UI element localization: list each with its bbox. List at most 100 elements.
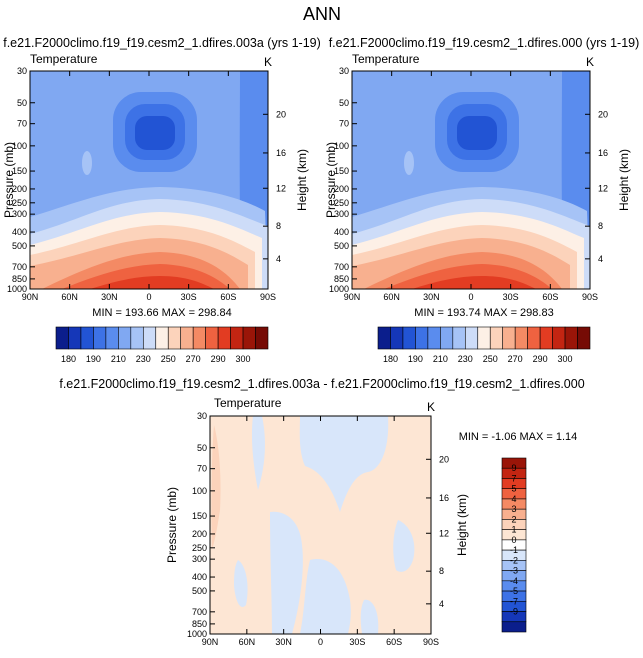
y-tick-label: 200 <box>334 184 349 194</box>
y-tick-label: 700 <box>192 607 207 617</box>
y-tick-label: 30 <box>339 66 349 76</box>
x-tick-label: 30S <box>349 637 365 647</box>
colorbar-swatch <box>105 326 119 350</box>
y-tick-label: 400 <box>192 572 207 582</box>
colorbar-label: 300 <box>236 354 251 364</box>
colorbar-label: 190 <box>408 354 423 364</box>
colorbar-swatch <box>427 326 441 350</box>
y-tick-label: 250 <box>334 198 349 208</box>
x-tick-label: 90N <box>344 292 361 302</box>
colorbar-label: -9 <box>510 607 518 617</box>
x-tick-label: 90N <box>202 637 219 647</box>
colorbar-label: 0 <box>511 535 516 545</box>
panel-top-left: f.e21.F2000climo.f19_f19.cesm2_1.dfires.… <box>2 36 321 364</box>
colorbar-label: -3 <box>510 566 518 576</box>
y-tick-label: 150 <box>192 511 207 521</box>
figure-title: ANN <box>303 4 341 24</box>
colorbar-label: 5 <box>511 484 516 494</box>
y2-tick-label: 4 <box>276 254 281 264</box>
y-tick-label: 70 <box>197 464 207 474</box>
y-tick-label: 70 <box>339 119 349 129</box>
colorbar-label: 300 <box>558 354 573 364</box>
colorbar-label: 210 <box>111 354 126 364</box>
y-tick-label: 850 <box>192 619 207 629</box>
y-tick-label: 1000 <box>7 284 27 294</box>
y-tick-label: 250 <box>12 198 27 208</box>
colorbar-swatch <box>577 326 591 350</box>
colorbar-swatch <box>155 326 169 350</box>
panel-bottom: f.e21.F2000climo.f19_f19.cesm2_1.dfires.… <box>59 377 584 647</box>
panel-title: f.e21.F2000climo.f19_f19.cesm2_1.dfires.… <box>3 36 321 50</box>
y2-axis-label: Height (km) <box>617 149 631 211</box>
colorbar-swatch <box>477 326 491 350</box>
colorbar-swatch <box>80 326 94 350</box>
y2-tick-label: 8 <box>598 221 603 231</box>
colorbar-label: -7 <box>510 596 518 606</box>
colorbar-label: 180 <box>61 354 76 364</box>
y-axis-label: Pressure (mb) <box>324 142 338 218</box>
colorbar-swatch <box>180 326 194 350</box>
y-tick-label: 500 <box>334 241 349 251</box>
y2-tick-label: 12 <box>276 183 286 193</box>
stats-label: MIN = -1.06 MAX = 1.14 <box>459 431 578 443</box>
y-tick-label: 300 <box>192 554 207 564</box>
y-tick-label: 50 <box>17 98 27 108</box>
x-tick-label: 30N <box>101 292 118 302</box>
y2-tick-label: 16 <box>439 493 449 503</box>
variable-label: Temperature <box>352 52 420 66</box>
colorbar-label: 190 <box>86 354 101 364</box>
y-axis-label: Pressure (mb) <box>2 142 16 218</box>
colorbar-swatch <box>489 326 504 350</box>
panel-title: f.e21.F2000climo.f19_f19.cesm2_1.dfires.… <box>59 377 584 391</box>
colorbar-swatch <box>230 326 244 350</box>
y2-tick-label: 16 <box>598 148 608 158</box>
y-tick-label: 500 <box>12 241 27 251</box>
y2-tick-label: 16 <box>276 148 286 158</box>
colorbar-label: 9 <box>511 463 516 473</box>
x-tick-label: 0 <box>318 637 323 647</box>
x-tick-label: 30S <box>503 292 519 302</box>
y-tick-label: 50 <box>197 443 207 453</box>
colorbar-swatch <box>130 326 144 350</box>
colorbar-label: -5 <box>510 586 518 596</box>
colorbar-label: -1 <box>510 545 518 555</box>
y-tick-label: 30 <box>197 411 207 421</box>
y2-tick-label: 12 <box>439 528 449 538</box>
y2-tick-label: 12 <box>598 183 608 193</box>
y2-tick-label: 4 <box>439 599 444 609</box>
y-tick-label: 100 <box>12 141 27 151</box>
colorbar-swatch <box>527 326 541 350</box>
colorbar-swatch <box>192 326 206 350</box>
y-tick-label: 50 <box>339 98 349 108</box>
x-tick-label: 90S <box>423 637 439 647</box>
axes-frame: 90N 60N 30N 0 30S 60S 90S 30 50 70 100 150 200 250300… <box>187 411 449 647</box>
colorbar-label: 270 <box>508 354 523 364</box>
colorbar-label: -4 <box>510 576 518 586</box>
colorbar-swatch <box>415 326 429 350</box>
y2-tick-label: 20 <box>439 454 449 464</box>
y-axis-label: Pressure (mb) <box>165 487 179 563</box>
colorbar-swatch <box>167 326 182 350</box>
colorbar-label: 230 <box>458 354 473 364</box>
x-tick-label: 60S <box>220 292 236 302</box>
x-tick-label: 90S <box>260 292 276 302</box>
stats-label: MIN = 193.74 MAX = 298.83 <box>414 307 553 319</box>
y2-tick-label: 20 <box>276 109 286 119</box>
colorbar-label: 230 <box>136 354 151 364</box>
x-tick-label: 60S <box>542 292 558 302</box>
colorbar-label: 3 <box>511 504 516 514</box>
y-tick-label: 100 <box>334 141 349 151</box>
y-tick-label: 400 <box>334 227 349 237</box>
variable-label: Temperature <box>214 396 282 410</box>
y-tick-label: 150 <box>12 166 27 176</box>
colorbar-label: 250 <box>161 354 176 364</box>
y-tick-label: 300 <box>334 209 349 219</box>
x-tick-label: 90N <box>22 292 39 302</box>
colorbar-label: -2 <box>510 555 518 565</box>
y-tick-label: 700 <box>334 262 349 272</box>
y-tick-label: 850 <box>12 274 27 284</box>
x-tick-label: 0 <box>146 292 151 302</box>
axes-frame: 90N 60N 30N 0 30S 60S 90S 30 50 70 100 150 200 250300… <box>7 66 286 302</box>
colorbar-swatch <box>514 326 528 350</box>
